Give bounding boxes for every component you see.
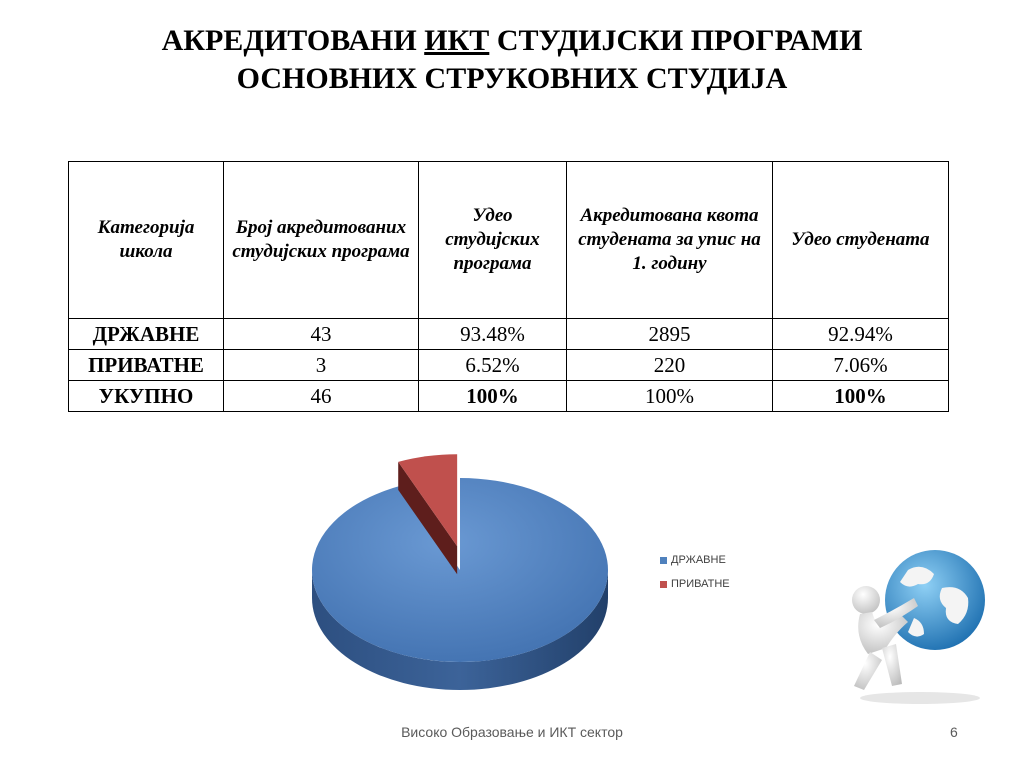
person-carrying-globe-icon	[852, 550, 985, 704]
footer-text: Високо Образовање и ИКТ сектор	[401, 724, 623, 740]
table-row: УКУПНО 46 100% 100% 100%	[68, 380, 949, 412]
title-part-2: СТУДИЈСКИ ПРОГРАМИ	[489, 24, 863, 57]
cell-program-share: 6.52%	[418, 349, 567, 381]
cell-student-quota: 220	[566, 349, 773, 381]
cell-student-share: 7.06%	[772, 349, 949, 381]
cell-program-share: 100%	[418, 380, 567, 412]
legend-label: ПРИВАТНЕ	[671, 578, 730, 590]
programs-table: Категорија школа Број акредитованих студ…	[68, 161, 949, 412]
row-category: УКУПНО	[68, 380, 224, 412]
legend-swatch	[660, 580, 667, 588]
legend-label: ДРЖАВНЕ	[671, 554, 726, 566]
page-number: 6	[950, 724, 958, 740]
table-row: ПРИВАТНЕ 3 6.52% 220 7.06%	[68, 349, 949, 381]
page-title: АКРЕДИТОВАНИ ИКТ СТУДИЈСКИ ПРОГРАМИ ОСНО…	[0, 22, 1024, 98]
pie-slice-side-state	[312, 570, 608, 690]
legend-item-private: ПРИВАТНЕ	[660, 572, 730, 596]
pie-slice-wall-private	[398, 461, 458, 575]
table-header-row: Категорија школа Број акредитованих студ…	[68, 161, 949, 319]
row-category: ПРИВАТНЕ	[68, 349, 224, 381]
title-underlined: ИКТ	[424, 24, 490, 57]
cell-student-quota: 2895	[566, 318, 773, 350]
cell-student-share: 92.94%	[772, 318, 949, 350]
title-part-1: АКРЕДИТОВАНИ	[161, 24, 425, 57]
row-category: ДРЖАВНЕ	[68, 318, 224, 350]
cell-student-share: 100%	[772, 380, 949, 412]
header-student-quota: Акредитована квота студената за упис на …	[566, 161, 773, 319]
pie-slice-private	[398, 454, 458, 547]
title-line-2: ОСНОВНИХ СТРУКОВНИХ СТУДИЈА	[236, 62, 788, 95]
header-program-share: Удео студијских програма	[418, 161, 567, 319]
legend-item-state: ДРЖАВНЕ	[660, 548, 730, 572]
cell-student-quota: 100%	[566, 380, 773, 412]
chart-legend: ДРЖАВНЕ ПРИВАТНЕ	[660, 548, 730, 596]
pie-slice-state	[311, 478, 608, 663]
cell-program-share: 93.48%	[418, 318, 567, 350]
title-line-1: АКРЕДИТОВАНИ ИКТ СТУДИЈСКИ ПРОГРАМИ	[0, 22, 1024, 60]
cell-program-count: 46	[223, 380, 419, 412]
legend-swatch	[660, 556, 667, 564]
header-program-count: Број акредитованих студијских програма	[223, 161, 419, 319]
